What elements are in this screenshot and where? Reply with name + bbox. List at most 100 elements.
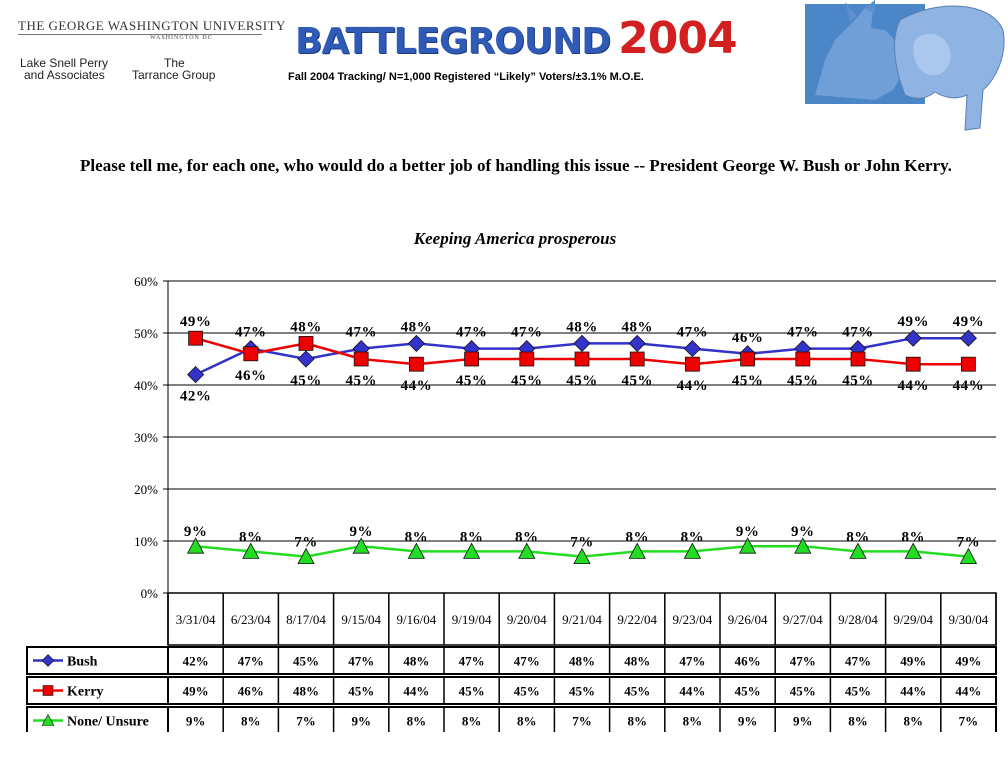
point-bush	[407, 334, 425, 352]
point-kerry	[795, 351, 811, 367]
point-none-unsure	[242, 542, 260, 559]
legend-label: None/ Unsure	[67, 715, 149, 730]
x-tick-label: 9/28/04	[838, 612, 878, 627]
point-bush	[628, 334, 646, 352]
table-cell: 7%	[959, 714, 979, 729]
table-cell: 49%	[955, 654, 981, 669]
data-label: 9%	[791, 524, 815, 540]
table-cell: 9%	[351, 714, 371, 729]
battleground-logo: BATTLEGROUND 2004	[295, 12, 738, 75]
x-tick-label: 9/27/04	[783, 612, 823, 627]
data-label: 8%	[625, 529, 649, 545]
y-tick-label: 50%	[134, 326, 158, 341]
data-label: 47%	[456, 325, 488, 341]
table-cell: 45%	[459, 684, 485, 699]
table-cell: 47%	[348, 654, 374, 669]
tracking-chart: 0%10%20%30%40%50%60% 42%47%45%47% 48% 47% 4…	[26, 274, 997, 732]
data-label: 45%	[787, 373, 819, 389]
y-axis-ticks: 0% 10% 20% 30% 40% 50% 60%	[134, 274, 158, 601]
table-cell: 45%	[293, 654, 319, 669]
x-tick-label: 9/19/04	[452, 612, 492, 627]
table-cell: 44%	[955, 684, 981, 699]
data-label: 46%	[235, 368, 267, 384]
point-kerry	[740, 351, 755, 367]
y-tick-label: 0%	[141, 586, 159, 601]
data-label: 44%	[401, 378, 433, 394]
point-bush	[573, 334, 591, 352]
data-label: 44%	[677, 378, 709, 394]
data-label: 45%	[511, 373, 543, 389]
table-cell: 48%	[403, 654, 429, 669]
table-cell: 48%	[624, 654, 650, 669]
point-kerry	[188, 330, 204, 346]
point-kerry	[243, 346, 259, 362]
firm-lake-snell-line1: Lake Snell Perry	[20, 56, 109, 70]
point-none-unsure	[628, 542, 646, 559]
data-label: 45%	[732, 373, 764, 389]
data-table: 3/31/04 6/23/04 8/17/04 9/15/04 9/16/04 9/19/…	[26, 592, 997, 732]
table-cell: 45%	[348, 684, 374, 699]
table-cell: 8%	[903, 714, 923, 729]
survey-subtitle: Fall 2004 Tracking/ N=1,000 Registered “…	[288, 71, 644, 83]
data-label: 46%	[732, 330, 764, 346]
logo-year: 2004	[618, 13, 737, 64]
point-none-unsure	[794, 537, 812, 554]
point-kerry	[519, 351, 535, 367]
table-cell: 48%	[293, 684, 319, 699]
point-none-unsure	[518, 542, 536, 559]
table-cell: 48%	[569, 654, 595, 669]
point-kerry	[298, 336, 314, 351]
table-cell: 47%	[845, 654, 871, 669]
point-kerry	[685, 356, 700, 372]
table-cell: 49%	[183, 684, 209, 699]
data-label: 44%	[897, 378, 929, 394]
table-cell: 7%	[572, 714, 592, 729]
data-label: 8%	[239, 529, 263, 545]
data-label: 47%	[235, 325, 267, 341]
data-label: 8%	[405, 529, 429, 545]
y-tick-label: 20%	[134, 482, 158, 497]
table-cell: 42%	[183, 654, 209, 669]
data-label: 7%	[957, 535, 981, 551]
table-cell: 45%	[735, 684, 761, 699]
data-label: 45%	[345, 373, 377, 389]
x-tick-label: 8/17/04	[286, 612, 326, 627]
x-tick-label: 6/23/04	[231, 612, 271, 627]
y-tick-label: 40%	[134, 378, 158, 393]
data-label: 48%	[621, 319, 653, 335]
point-none-unsure	[462, 542, 481, 559]
data-label: 49%	[953, 314, 985, 330]
point-none-unsure	[573, 547, 591, 565]
data-label: 47%	[842, 325, 874, 341]
data-label: 9%	[184, 524, 208, 540]
table-cell: 8%	[517, 714, 537, 729]
data-label: 47%	[511, 325, 543, 341]
data-label: 49%	[180, 314, 212, 330]
firm-tarrance-line1: The	[164, 56, 185, 70]
x-tick-label: 9/16/04	[397, 612, 437, 627]
legend-marker	[41, 713, 55, 726]
data-label: 8%	[460, 529, 484, 545]
data-label: 8%	[846, 529, 870, 545]
data-label: 47%	[677, 325, 709, 341]
point-kerry	[408, 356, 424, 372]
table-cell: 9%	[186, 714, 206, 729]
data-label: 48%	[401, 319, 433, 335]
table-cell: 44%	[679, 684, 705, 699]
point-none-unsure	[352, 537, 370, 554]
donkey-elephant-icon	[805, 0, 1005, 131]
data-label: 9%	[349, 524, 373, 540]
data-labels: 42% 47% 45% 47% 48% 47% 47% 48% 48% 47% 46% 47% 47% 4…	[180, 314, 984, 550]
x-tick-label: 9/26/04	[728, 612, 768, 627]
data-label: 7%	[570, 535, 594, 551]
point-none-unsure	[849, 542, 867, 559]
point-kerry	[629, 351, 645, 367]
table-cell: 8%	[848, 714, 868, 729]
point-bush	[959, 329, 977, 347]
table-cell: 8%	[683, 714, 703, 729]
point-bush	[683, 340, 701, 358]
firm-lake-snell-line2: and Associates	[24, 68, 105, 82]
university-name: THE GEORGE WASHINGTON UNIVERSITY	[18, 18, 286, 33]
y-tick-label: 10%	[134, 534, 158, 549]
data-label: 42%	[180, 389, 212, 405]
